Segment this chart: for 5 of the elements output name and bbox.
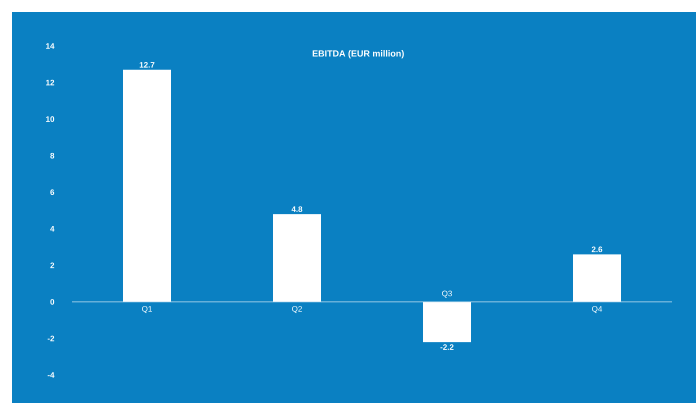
- bar: [273, 214, 321, 302]
- bar: [123, 70, 171, 302]
- bar: [423, 302, 472, 342]
- bar: [573, 254, 622, 302]
- chart-title: EBITDA (EUR million): [312, 50, 404, 58]
